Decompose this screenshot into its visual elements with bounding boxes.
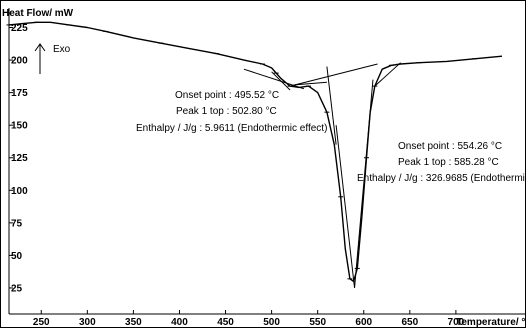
y-axis-label: Heat Flow/ mW: [2, 8, 74, 19]
x-tick-label: 550: [309, 317, 326, 328]
curve-layer: [6, 21, 503, 283]
tangent-line: [374, 62, 401, 87]
y-tick-label: 225: [11, 23, 28, 34]
x-tick-label: 650: [401, 317, 418, 328]
tangent-line: [294, 81, 327, 86]
y-tick-label: 175: [11, 88, 28, 99]
x-tick-labels: 250 300 350 400 450 500 550 600 650 700: [33, 310, 465, 328]
y-tick-label: 75: [11, 218, 23, 229]
annotation-1-peak: Peak 1 top : 502.80 °C: [176, 106, 277, 117]
tangent-line: [289, 63, 378, 87]
x-tick-label: 700: [448, 317, 465, 328]
y-tick-label: 100: [11, 186, 28, 197]
annotation-1: Onset point : 495.52 °C Peak 1 top : 502…: [136, 90, 327, 134]
y-tick-label: 50: [11, 251, 23, 262]
x-tick-label: 450: [217, 317, 234, 328]
exo-label: Exo: [53, 44, 71, 55]
y-tick-label: 200: [11, 56, 28, 67]
annotation-1-enthalpy: Enthalpy / J/g : 5.9611 (Endothermic eff…: [136, 123, 327, 134]
exo-arrow-icon: [34, 43, 46, 74]
x-axis-label: Temperature/ °C: [456, 317, 526, 328]
y-tick-label: 25: [11, 283, 23, 294]
x-tick-label: 350: [125, 317, 142, 328]
x-tick-label: 300: [79, 317, 96, 328]
annotation-1-onset: Onset point : 495.52 °C: [175, 90, 279, 101]
y-tick-labels: 225 200 175 150 125 100 75 50 25: [9, 23, 28, 294]
y-tick-label: 150: [11, 121, 28, 132]
annotation-2-onset: Onset point : 554.26 °C: [398, 141, 502, 152]
tangent-line: [335, 125, 356, 289]
tangent-line: [271, 71, 291, 91]
y-tick-label: 125: [11, 153, 28, 164]
tangent-line: [326, 66, 337, 145]
annotation-2: Onset point : 554.26 °C Peak 1 top : 585…: [357, 141, 526, 184]
x-tick-label: 250: [33, 317, 50, 328]
heat-flow-curve: [8, 21, 503, 283]
annotation-2-peak: Peak 1 top : 585.28 °C: [398, 157, 499, 168]
x-tick-label: 400: [171, 317, 188, 328]
x-tick-label: 600: [355, 317, 372, 328]
x-tick-label: 500: [263, 317, 280, 328]
annotation-2-enthalpy: Enthalpy / J/g : 326.9685 (Endothermic e…: [357, 173, 526, 184]
